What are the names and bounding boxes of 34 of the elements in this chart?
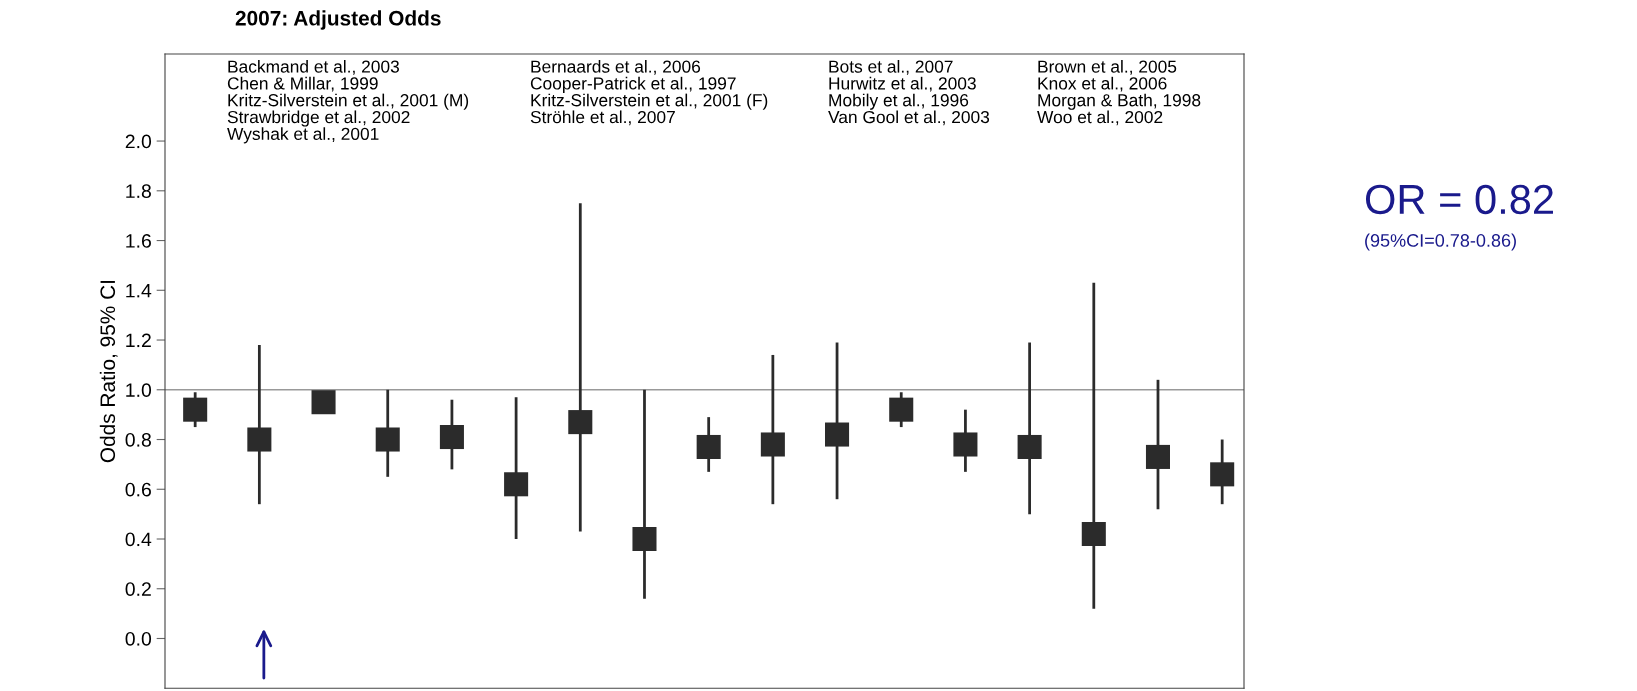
annotation: Backmand et al., 2003 Chen & Millar, 1999 Kritz-Silverstein et al., 2001 (M) Strawbridge et al., 2002 Wyshak et al., 2001	[227, 60, 469, 144]
point	[375, 427, 400, 452]
point	[825, 422, 850, 447]
point	[1210, 462, 1235, 487]
point	[504, 472, 529, 497]
y-tick-label: 0.6	[125, 482, 151, 497]
y-tick-label: 0.0	[125, 631, 152, 646]
y-axis-title: Odds Ratio, 95% CI	[99, 280, 118, 463]
point	[632, 526, 657, 552]
y-tick-label: 1.2	[126, 333, 151, 348]
point	[311, 390, 336, 415]
y-tick-label: 0.8	[125, 432, 151, 447]
point	[247, 427, 272, 452]
point	[1081, 522, 1106, 547]
point	[696, 434, 721, 460]
y-tick-label: 0.2	[125, 582, 151, 596]
text: OR = 0.82	[1365, 184, 1553, 215]
y-tick-label: 2.0	[125, 134, 152, 149]
annotation: Brown et al., 2005 Knox et al., 2006 Morgan & Bath, 1998 Woo et al., 2002	[1037, 60, 1201, 126]
y-tick-label: 1.6	[126, 234, 151, 248]
point	[760, 432, 785, 457]
annotation: Bernaards et al., 2006 Cooper-Patrick et al., 1997 Kritz-Silverstein et al., 2001 (F) Ströhle et al., 2007	[530, 60, 768, 126]
y-tick-label: 0.4	[125, 532, 152, 547]
text: (95%CI=0.78-0.86)	[1365, 233, 1516, 251]
annotation: Bots et al., 2007 Hurwitz et al., 2003 Mobily et al., 1996 Van Gool et al., 2003	[828, 60, 990, 126]
point	[1017, 434, 1042, 460]
point	[1145, 444, 1171, 469]
y-tick-label: 1.4	[126, 283, 152, 298]
point	[953, 432, 978, 457]
y-tick-label: 1.8	[126, 184, 151, 199]
point	[568, 410, 593, 435]
y-tick-label: 1.0	[126, 383, 152, 398]
point	[439, 425, 464, 450]
chart-title: 2007: Adjusted Odds	[235, 10, 441, 30]
